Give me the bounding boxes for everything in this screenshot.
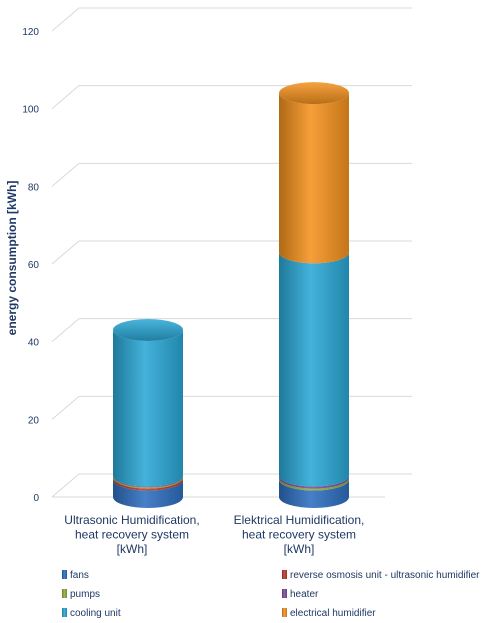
legend: fans reverse osmosis unit - ultrasonic hu…	[62, 570, 480, 619]
bar-segment-heater	[279, 475, 349, 489]
legend-swatch	[62, 570, 67, 579]
legend-swatch	[282, 608, 287, 617]
legend-swatch	[62, 589, 67, 598]
bar-segment-cooling-unit	[113, 330, 183, 487]
legend-item: fans	[62, 570, 89, 581]
legend-label: reverse osmosis unit - ultrasonic humidi…	[290, 570, 480, 581]
y-tick-label: 120	[22, 27, 39, 38]
bars	[113, 82, 349, 508]
legend-item: pumps	[62, 589, 100, 600]
bar-stack-1	[113, 319, 183, 508]
gridline	[51, 240, 412, 265]
legend-swatch	[282, 589, 287, 598]
category-label-1: Ultrasonic Humidification, heat recovery …	[64, 513, 199, 556]
bar-top-cap	[113, 319, 183, 342]
category-label-2: Elektrical Humidification, heat recovery …	[234, 513, 365, 556]
gridline	[51, 85, 412, 110]
gridline	[51, 473, 412, 498]
bar-segment-cooling-unit	[279, 252, 349, 487]
legend-label: fans	[70, 570, 89, 581]
legend-item: reverse osmosis unit - ultrasonic humidi…	[282, 570, 480, 581]
bar-segment-pumps	[279, 477, 349, 491]
legend-label: cooling unit	[70, 608, 121, 619]
category-labels: Ultrasonic Humidification, heat recovery …	[64, 513, 364, 556]
gridline	[51, 7, 412, 32]
legend-item: cooling unit	[62, 608, 121, 619]
legend-label: pumps	[70, 589, 100, 600]
bar-top-cap	[279, 82, 349, 105]
y-tick-label: 40	[28, 338, 40, 349]
bar-segment-fans	[279, 479, 349, 508]
bar-segment-fans	[113, 479, 183, 508]
y-tick-label: 80	[28, 182, 40, 193]
legend-swatch	[62, 608, 67, 617]
y-axis: 0 20 40 60 80 100 120	[22, 27, 39, 504]
y-axis-title: energy consumption [kWh]	[5, 181, 19, 336]
legend-item: electrical humidifier	[282, 608, 376, 619]
y-tick-label: 0	[33, 493, 39, 504]
legend-label: heater	[290, 589, 319, 600]
gridline	[51, 318, 412, 343]
y-tick-label: 60	[28, 260, 40, 271]
grid	[51, 7, 412, 498]
bar-stack-2	[279, 82, 349, 508]
legend-swatch	[282, 570, 287, 579]
gridline	[51, 162, 412, 187]
legend-item: heater	[282, 589, 319, 600]
legend-label: electrical humidifier	[290, 608, 376, 619]
y-tick-label: 20	[28, 415, 40, 426]
bar-segment-electrical-humidifier	[279, 93, 349, 264]
bar-segment-reverse-osmosis-unit-ultrasonic-humidifier	[113, 477, 183, 491]
gridline	[51, 395, 412, 420]
y-tick-label: 100	[22, 105, 39, 116]
